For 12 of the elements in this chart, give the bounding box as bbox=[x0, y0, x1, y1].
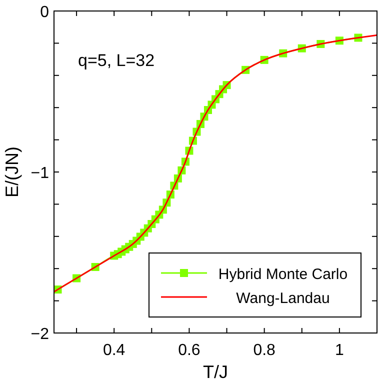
annotation: q=5, L=32 bbox=[78, 51, 155, 70]
y-tick-label: −1 bbox=[30, 165, 50, 182]
x-tick-label: 0.8 bbox=[253, 342, 276, 359]
x-tick-label: 0.4 bbox=[102, 342, 126, 359]
legend-label: Wang-Landau bbox=[236, 290, 330, 307]
y-tick-label: 0 bbox=[40, 4, 50, 21]
x-tick-label: 1 bbox=[334, 342, 344, 359]
y-axis-title: E/(JN) bbox=[2, 146, 22, 198]
x-axis-title: T/J bbox=[203, 362, 228, 382]
legend-label: Hybrid Monte Carlo bbox=[218, 266, 348, 283]
y-tick-label: −2 bbox=[30, 326, 50, 343]
x-tick-label: 0.6 bbox=[178, 342, 200, 359]
